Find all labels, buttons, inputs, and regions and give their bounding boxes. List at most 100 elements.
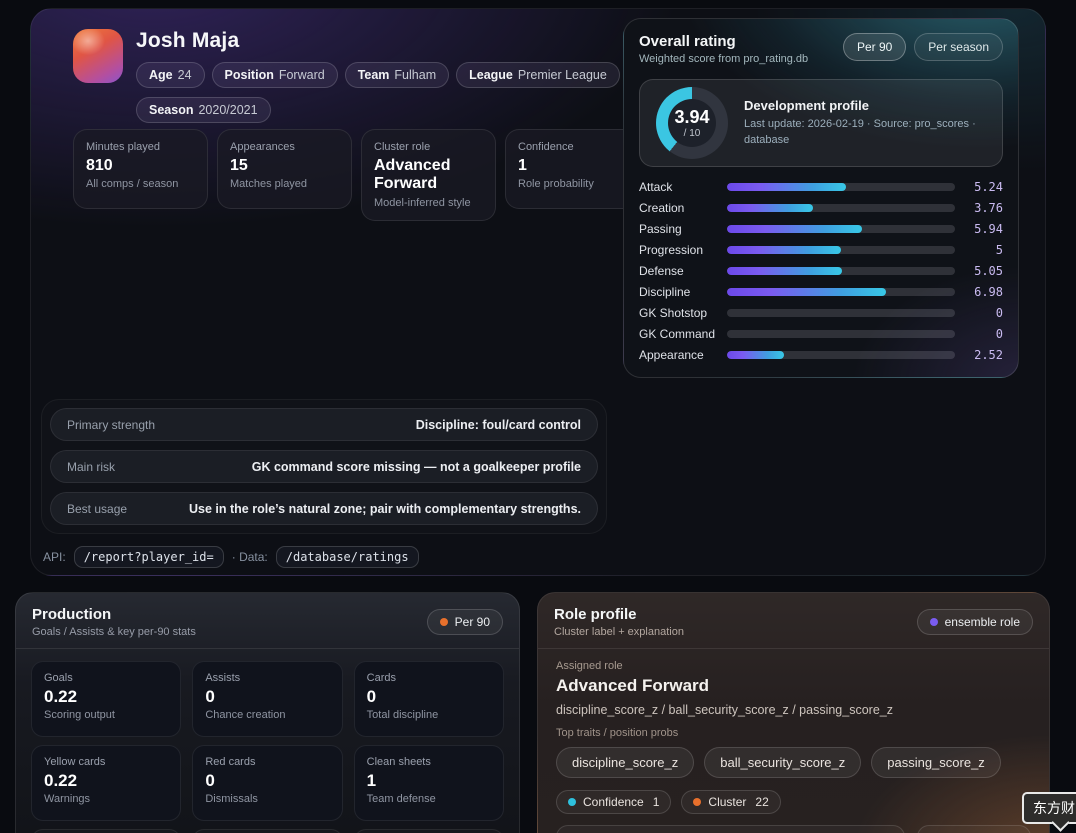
gauge-center: 3.94 / 10 [668,99,716,147]
development-profile-info: Development profile Last update: 2026-02… [744,98,986,148]
badge-age-value: 24 [177,68,192,82]
rating-fill [727,267,843,275]
prod-value: 0.22 [44,687,78,706]
stat-sub: Role probability [518,178,594,191]
rating-bars: Attack 5.24 Creation 3.76 Passing 5.94 P… [639,180,1003,362]
stat-card-appearances: Appearances 15 Matches played [217,129,352,209]
development-profile-title: Development profile [744,98,869,114]
prod-card-clean-sheets: Clean sheets 1 Team defense [353,745,504,821]
insight-main-risk: Main risk GK command score missing — not… [50,450,598,483]
development-score-denominator: / 10 [683,127,701,139]
prod-label: Cards [366,672,396,684]
prod-card-cutoff [31,829,182,833]
stat-label: Confidence [518,141,574,153]
insight-primary-strength: Primary strength Discipline: foul/card c… [50,408,598,441]
insight-label: Main risk [67,459,116,474]
rating-label: GK Shotstop [639,306,708,320]
rating-label: Discipline [639,285,691,299]
trait-chip-ball-security: ball_security_score_z [704,747,862,778]
overall-rating-title: Overall rating [639,33,736,50]
rating-label: Appearance [639,348,704,362]
stat-cards-row: Minutes played 810 All comps / season Ap… [73,129,640,221]
insight-best-usage: Best usage Use in the role’s natural zon… [50,492,598,525]
rating-track [727,225,955,233]
stat-label: Appearances [230,141,295,153]
rating-value: 5.94 [974,222,1003,236]
insight-label: Primary strength [67,417,156,432]
confidence-label: Confidence [583,795,644,809]
production-title: Production [32,606,112,623]
purple-dot-icon [929,618,938,626]
stat-label: Minutes played [86,141,160,153]
rating-track [727,330,955,338]
stat-sub: Model-inferred style [374,196,471,209]
prod-label: Yellow cards [44,756,106,768]
rating-track [727,351,955,359]
role-profile-body: Assigned role Advanced Forward disciplin… [538,649,1049,833]
assigned-role-value: Advanced Forward [556,676,710,695]
rating-fill [727,183,847,191]
trait-chips-row: discipline_score_z ball_security_score_z… [556,747,1031,778]
badge-season-value: 2020/2021 [198,103,258,117]
development-profile-card: 3.94 / 10 Development profile Last updat… [639,79,1003,167]
rating-value: 2.52 [974,348,1003,362]
trait-chip-passing: passing_score_z [871,747,1001,778]
badge-position: Position Forward [211,62,338,88]
rating-label: Progression [639,243,704,257]
prod-sub: Dismissals [205,793,258,805]
api-data-path-chip: /database/ratings [275,546,419,568]
rating-value: 0 [995,327,1003,341]
role-badges-row: Confidence 1 Cluster 22 [556,790,1031,814]
rating-value: 6.98 [974,285,1003,299]
badge-age-label: Age [149,68,173,82]
development-score: 3.94 [674,106,710,127]
orange-dot-icon [693,798,702,806]
role-profile-titles: Role profile Cluster label + explanation [554,606,684,638]
prod-card-cutoff [353,829,504,833]
insight-value: Discipline: foul/card control [415,417,581,432]
stat-value: Advanced Forward [374,157,451,193]
rating-row-discipline: Discipline 6.98 [639,285,1003,299]
production-grid: Goals 0.22 Scoring output Assists 0 Chan… [16,649,519,833]
rating-row-gk-shotstop: GK Shotstop 0 [639,306,1003,320]
rating-label: Defense [639,264,684,278]
per-90-button[interactable]: Per 90 [842,33,907,61]
cutoff-boxes-row [556,825,1031,833]
cyan-dot-icon [568,798,576,806]
badge-position-value: Forward [278,68,325,82]
player-head-text: Josh Maja Age 24 Position Forward Team Fulh… [136,29,620,123]
production-titles: Production Goals / Assists & key per-90 … [32,606,196,638]
stat-card-cluster-role: Cluster role Advanced Forward Model-infe… [361,129,496,221]
prod-label: Red cards [205,756,256,768]
cluster-label: Cluster [708,795,747,809]
rating-row-appearance: Appearance 2.52 [639,348,1003,362]
overall-rating-header: Overall rating Weighted score from pro_r… [639,33,1003,65]
player-season-row: Season 2020/2021 [136,97,620,123]
stat-sub: All comps / season [86,178,179,191]
ensemble-role-badge: ensemble role [916,609,1033,635]
development-score-gauge: 3.94 / 10 [656,87,728,159]
insight-label: Best usage [67,501,128,516]
trait-chip-discipline: discipline_score_z [556,747,695,778]
per-season-button[interactable]: Per season [914,33,1003,61]
rating-fill [727,288,887,296]
badge-team-label: Team [357,68,390,82]
stat-value: 810 [86,157,113,174]
stat-label: Cluster role [374,141,431,153]
badge-league-value: Premier League [517,68,607,82]
overall-rating-titles: Overall rating Weighted score from pro_r… [639,33,808,65]
prod-value: 0 [205,687,215,706]
badge-season: Season 2020/2021 [136,97,271,123]
rating-label: Passing [639,222,682,236]
rating-row-defense: Defense 5.05 [639,264,1003,278]
rating-row-attack: Attack 5.24 [639,180,1003,194]
prod-card-goals: Goals 0.22 Scoring output [31,661,182,737]
rating-row-progression: Progression 5 [639,243,1003,257]
orange-dot-icon [439,618,448,626]
rating-track [727,246,955,254]
confidence-badge: Confidence 1 [556,790,672,814]
prod-sub: Warnings [44,793,91,805]
badge-team: Team Fulham [344,62,450,88]
prod-value: 1 [366,771,377,790]
stat-sub: Matches played [230,178,308,191]
